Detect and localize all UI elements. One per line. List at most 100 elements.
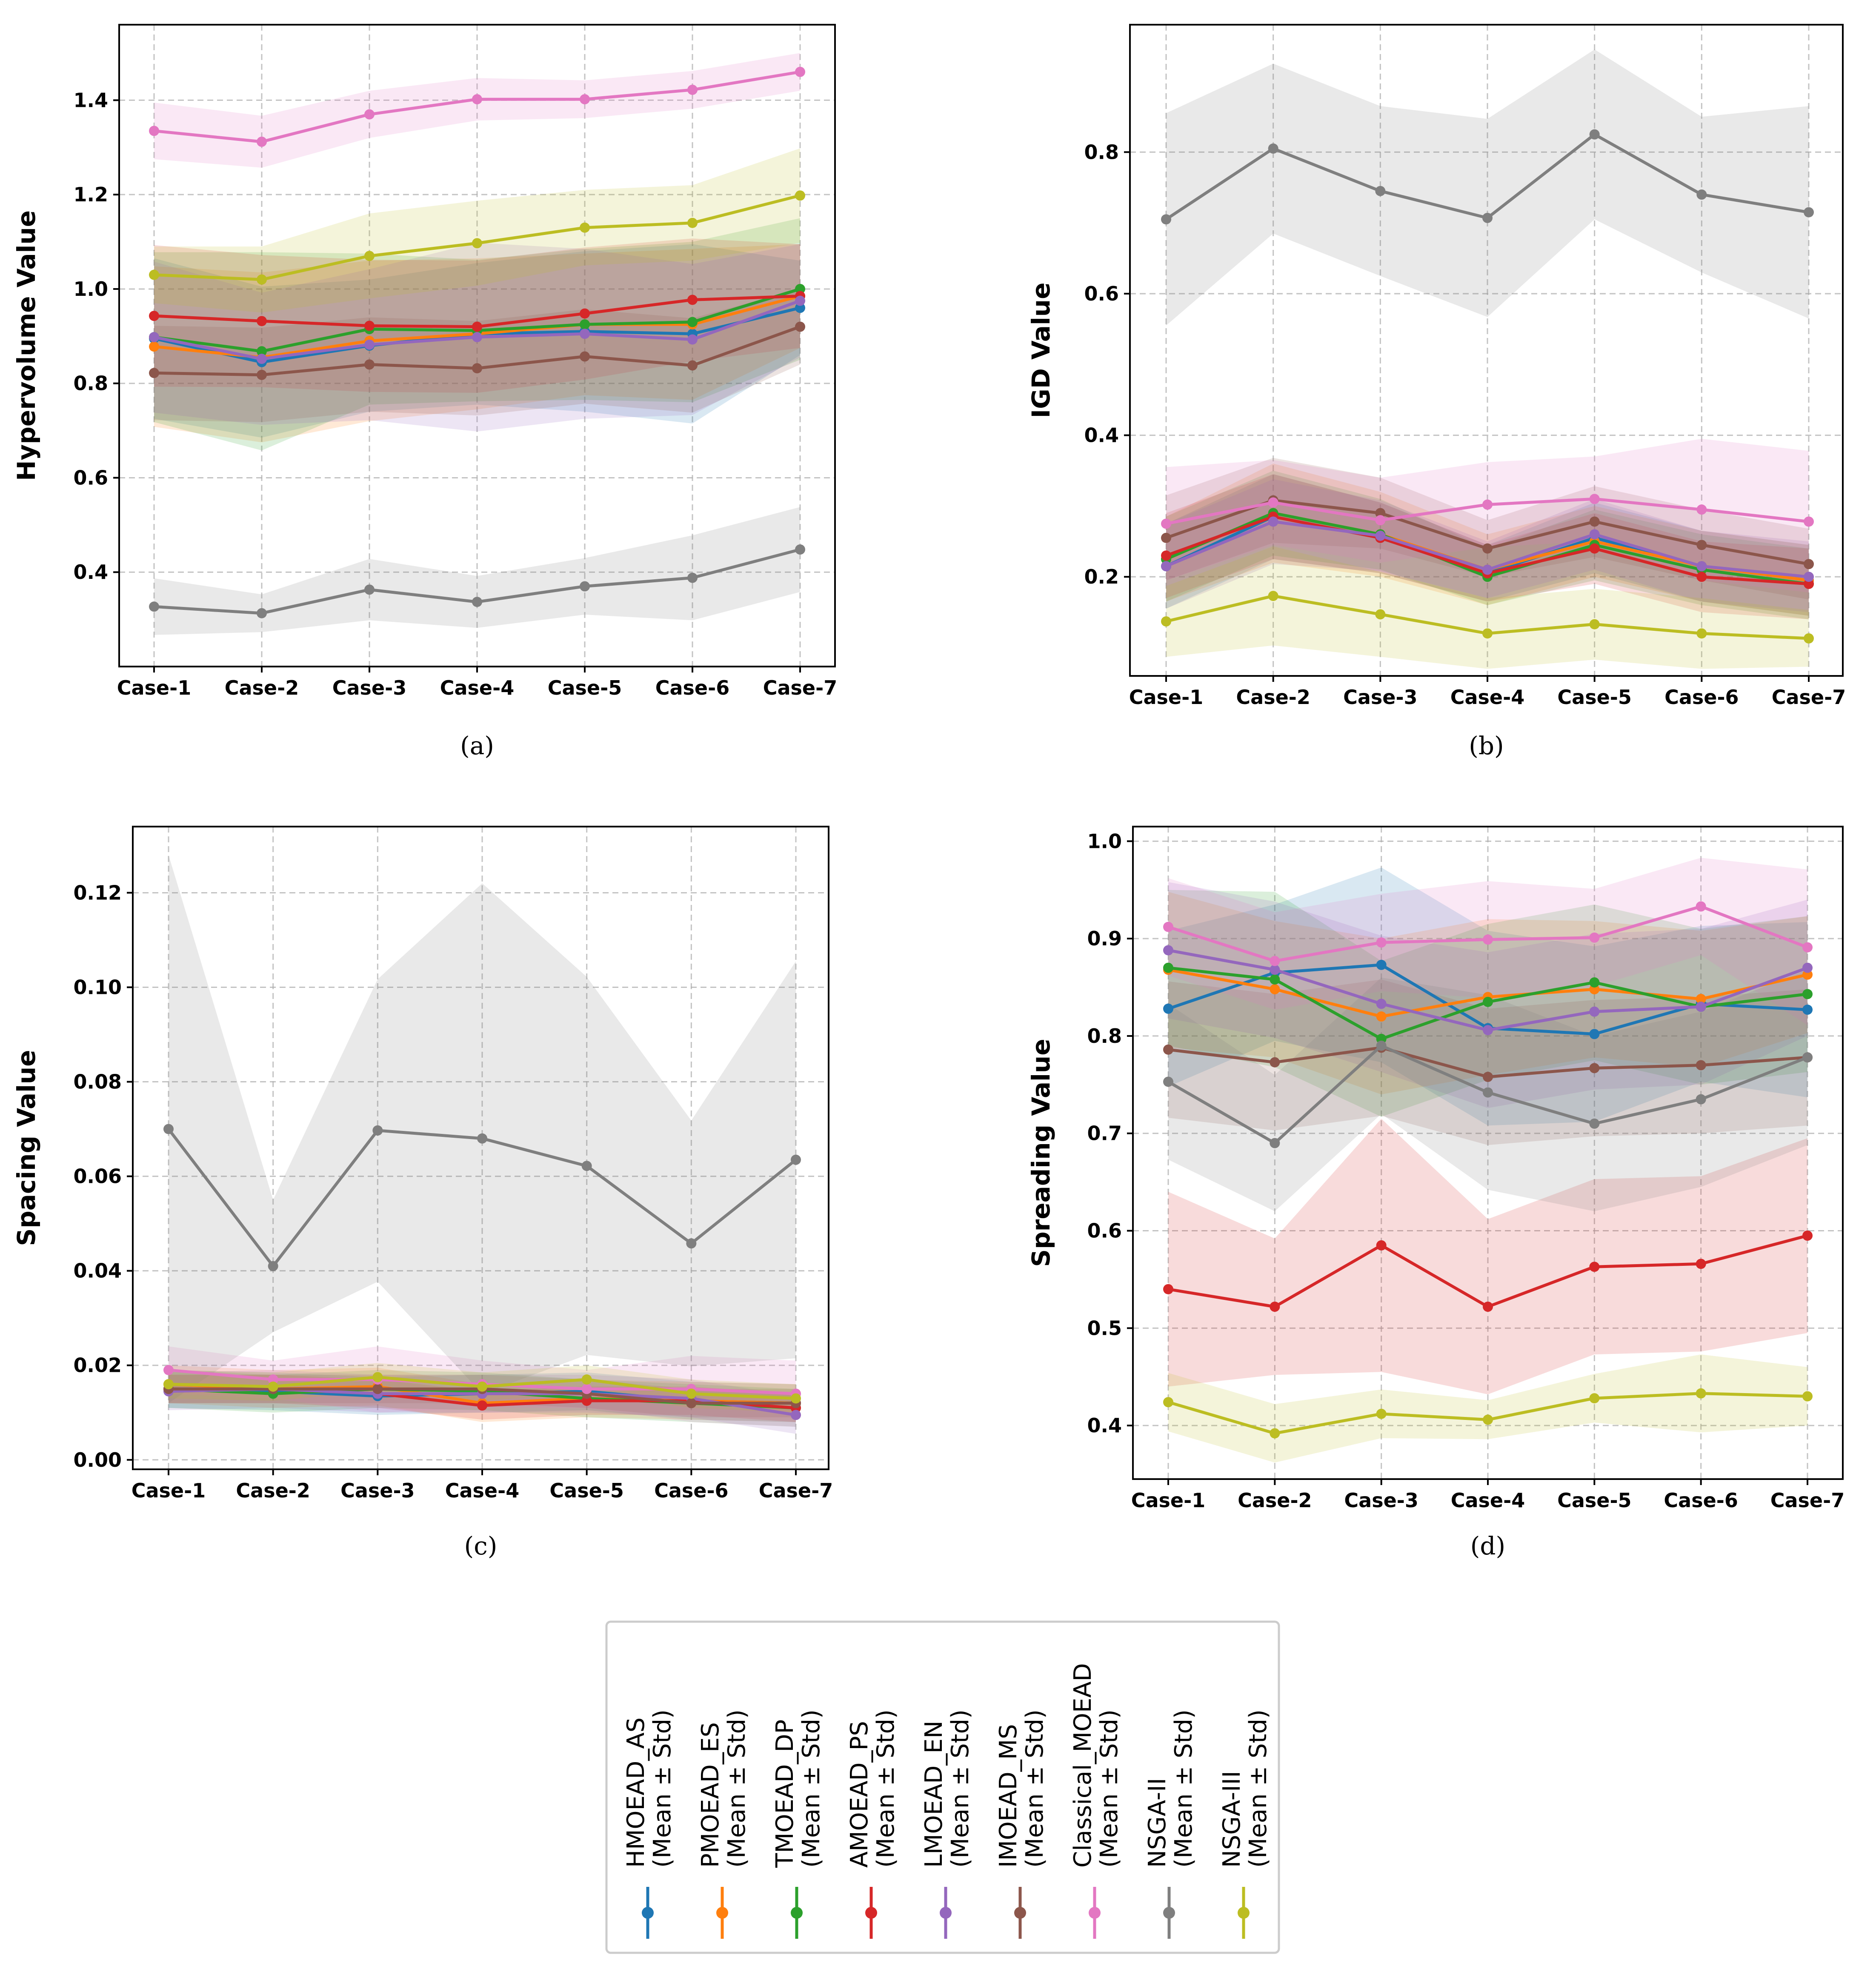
- data-point-nsga-ii: [1270, 1138, 1280, 1148]
- data-point-nsga-ii: [1696, 1094, 1706, 1105]
- data-point-nsga-iii: [687, 218, 698, 228]
- data-point-amoead_ps: [580, 308, 590, 319]
- data-point-nsga-ii: [1802, 1052, 1813, 1063]
- data-point-amoead_ps: [364, 321, 375, 331]
- panel-caption: (a): [460, 731, 494, 760]
- data-point-lmoead_en: [1482, 564, 1493, 575]
- data-point-nsga-ii: [257, 608, 267, 618]
- x-tick-label: Case-1: [1129, 686, 1203, 709]
- x-tick-label: Case-7: [759, 1479, 833, 1502]
- data-point-nsga-iii: [364, 251, 375, 261]
- data-point-nsga-ii: [1161, 214, 1171, 225]
- y-tick-label: 0.2: [1084, 565, 1119, 588]
- chart-panel-a: Case-1 Case-2 Case-3 Case-4 Case-5 Case-6 Case…: [12, 24, 837, 760]
- data-point-nsga-iii: [1589, 619, 1600, 630]
- y-tick-label: 0.00: [74, 1448, 122, 1471]
- y-tick-label: 0.4: [1087, 1414, 1122, 1437]
- data-point-amoead_ps: [149, 311, 159, 321]
- data-point-imoead_ms: [687, 360, 698, 371]
- legend: HMOEAD_AS(Mean ± Std) PMOEAD_ES(Mean ± St…: [605, 1620, 1280, 1954]
- data-point-lmoead_en: [364, 339, 375, 350]
- data-point-imoead_ms: [364, 359, 375, 370]
- data-point-imoead_ms: [1375, 508, 1386, 518]
- data-point-nsga-iii: [372, 1372, 383, 1382]
- data-point-tmoead_dp: [1483, 996, 1493, 1007]
- data-point-amoead_ps: [1161, 550, 1171, 561]
- y-tick-label: 1.0: [74, 278, 109, 301]
- x-tick-label: Case-2: [1236, 686, 1310, 709]
- data-point-classical_moead: [1696, 901, 1706, 912]
- data-point-classical_moead: [1696, 504, 1707, 515]
- plot-frame: [1129, 24, 1844, 677]
- gridlines: [133, 827, 829, 1469]
- y-tick-label: 1.4: [74, 89, 109, 112]
- y-axis-label: Spacing Value: [12, 1050, 41, 1246]
- data-point-nsga-ii: [1483, 1087, 1493, 1098]
- chart-panel-b: Case-1 Case-2 Case-3 Case-4 Case-5 Case-6 Case…: [1027, 24, 1846, 760]
- data-point-nsga-ii: [163, 1124, 174, 1134]
- data-point-lmoead_en: [472, 332, 482, 343]
- y-tick-label: 0.04: [74, 1259, 122, 1282]
- legend-label: NSGA-II: [1144, 1778, 1171, 1868]
- legend-suffix: (Mean ± Std): [1244, 1709, 1272, 1868]
- data-point-lmoead_en: [1589, 1006, 1600, 1017]
- data-point-nsga-ii: [1375, 186, 1386, 196]
- data-point-amoead_ps: [1376, 1240, 1387, 1251]
- data-point-nsga-ii: [149, 601, 159, 612]
- data-point-nsga-iii: [472, 238, 482, 249]
- legend-entry-lmoead_en: LMOEAD_EN(Mean ± Std): [920, 1709, 974, 1939]
- std-band-classical_moead: [154, 53, 800, 168]
- y-tick-label: 1.0: [1087, 830, 1122, 853]
- data-point-classical_moead: [1376, 937, 1387, 948]
- data-point-amoead_ps: [1696, 1259, 1706, 1269]
- data-point-nsga-ii: [581, 1161, 592, 1171]
- data-point-amoead_ps: [472, 321, 482, 332]
- y-tick-label: 0.02: [74, 1354, 122, 1377]
- y-axis-label: IGD Value: [1027, 283, 1055, 418]
- legend-entry-classical_moead: Classical_MOEAD(Mean ± Std): [1069, 1663, 1123, 1939]
- data-point-nsga-iii: [581, 1374, 592, 1385]
- data-point-nsga-iii: [1375, 609, 1386, 620]
- data-point-amoead_ps: [1804, 578, 1814, 589]
- x-tick-label: Case-3: [1343, 686, 1417, 709]
- data-point-imoead_ms: [257, 369, 267, 380]
- legend-suffix: (Mean ± Std): [947, 1709, 974, 1868]
- data-point-classical_moead: [149, 126, 159, 136]
- data-point-imoead_ms: [1589, 516, 1600, 527]
- data-point-nsga-ii: [687, 572, 698, 583]
- y-tick-label: 0.5: [1087, 1316, 1122, 1339]
- legend-suffix: (Mean ± Std): [723, 1709, 751, 1868]
- data-point-nsga-ii: [1804, 207, 1814, 218]
- data-point-lmoead_en: [1268, 516, 1278, 527]
- legend-entry-amoead_ps: AMOEAD_PS(Mean ± Std): [846, 1709, 900, 1939]
- data-point-nsga-iii: [686, 1388, 697, 1399]
- y-tick-label: 0.6: [74, 466, 109, 489]
- legend-suffix: (Mean ± Std): [1021, 1709, 1049, 1868]
- data-point-nsga-ii: [1482, 213, 1493, 223]
- panel-caption: (d): [1470, 1531, 1505, 1560]
- data-point-tmoead_dp: [257, 346, 267, 357]
- x-tick-label: Case-5: [1557, 1489, 1631, 1512]
- data-point-tmoead_dp: [580, 319, 590, 330]
- data-point-classical_moead: [364, 109, 375, 120]
- data-point-imoead_ms: [149, 368, 159, 378]
- data-point-amoead_ps: [581, 1396, 592, 1406]
- std-band-nsga-iii: [154, 148, 800, 313]
- data-point-nsga-ii: [795, 544, 805, 555]
- data-point-lmoead_en: [257, 354, 267, 364]
- data-point-classical_moead: [1804, 516, 1814, 527]
- data-point-classical_moead: [795, 66, 805, 77]
- data-point-nsga-iii: [268, 1381, 278, 1392]
- data-point-amoead_ps: [1483, 1302, 1493, 1312]
- data-point-imoead_ms: [472, 363, 482, 374]
- data-point-classical_moead: [1268, 497, 1278, 508]
- data-point-lmoead_en: [687, 334, 698, 345]
- data-point-lmoead_en: [1376, 999, 1387, 1009]
- data-point-nsga-iii: [1268, 591, 1278, 601]
- data-point-classical_moead: [1589, 494, 1600, 504]
- legend-label: LMOEAD_EN: [920, 1720, 948, 1868]
- data-point-nsga-iii: [1483, 1414, 1493, 1425]
- data-point-lmoead_en: [1163, 945, 1173, 956]
- data-point-nsga-ii: [364, 584, 375, 595]
- series-lines: [163, 1124, 801, 1420]
